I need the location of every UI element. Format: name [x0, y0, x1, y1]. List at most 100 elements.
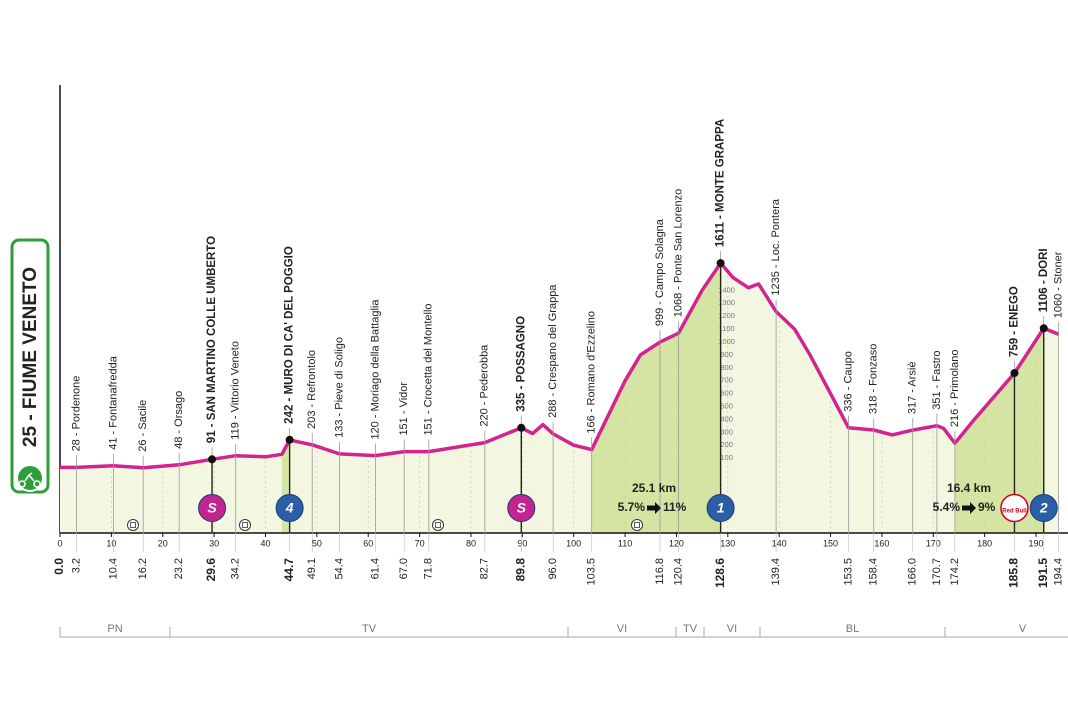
waypoint-label: 317 - Arsiè [907, 362, 919, 415]
service-icon [239, 519, 251, 531]
x-tick-label: 180 [977, 538, 992, 548]
marker-label: 2 [1039, 500, 1048, 516]
km-label: 44.7 [282, 558, 296, 582]
km-label: 49.1 [306, 558, 318, 579]
waypoint-label: 336 - Caupo [842, 351, 854, 412]
km-label: 3.2 [70, 558, 82, 573]
service-icon [127, 519, 139, 531]
region-label: VI [617, 623, 627, 635]
waypoint-label: 999 - Campo Solagna [654, 218, 666, 326]
x-tick-label: 170 [926, 538, 941, 548]
km-label: 174.2 [949, 558, 961, 586]
waypoint-label: 1235 - Loc. Pontera [770, 198, 782, 296]
waypoint-dot [716, 259, 725, 268]
x-tick-label: 0 [57, 538, 62, 548]
climb-area [954, 328, 1044, 533]
service-icon-inner [130, 522, 136, 528]
climb-gradient: 5.7% [618, 500, 646, 514]
start-icon [16, 464, 44, 492]
x-tick-label: 60 [363, 538, 373, 548]
climb-gradient: 5.4% [933, 500, 961, 514]
y-tick-label: 1300 [718, 298, 735, 307]
region-label: TV [362, 623, 377, 635]
region-label: V [1019, 623, 1027, 635]
waypoint-label: 216 - Primolano [949, 350, 961, 428]
waypoint-label: 26 - Sacile [137, 400, 149, 452]
km-label: 16.2 [137, 558, 149, 579]
km-label: 82.7 [479, 558, 491, 579]
y-tick-label: 100 [720, 453, 733, 462]
climb-arrow [647, 502, 661, 514]
waypoint-label: 151 - Vidor [398, 382, 410, 436]
km-label: 153.5 [842, 558, 854, 586]
km-label: 54.4 [333, 558, 345, 579]
km-label: 166.0 [907, 558, 919, 586]
km-label: 120.4 [672, 558, 684, 586]
km-label: 71.8 [423, 558, 435, 579]
marker-label: S [517, 500, 527, 516]
waypoint-dot [517, 423, 526, 432]
km-label: 170.7 [931, 558, 943, 586]
start-label: 25 - FIUME VENETO [20, 267, 41, 447]
climb-area [591, 263, 721, 533]
waypoint-label: 759 - ENEGO [1008, 286, 1020, 357]
marker [198, 494, 227, 522]
waypoint-label: 91 - SAN MARTINO COLLE UMBERTO [206, 236, 218, 443]
x-tick-label: 20 [158, 538, 168, 548]
profile-line [60, 261, 1060, 470]
x-tick-label: 10 [106, 538, 116, 548]
profile-area [60, 263, 1059, 533]
x-tick-label: 30 [209, 538, 219, 548]
x-tick-label: 150 [823, 538, 838, 548]
km-label: 67.0 [398, 558, 410, 579]
x-tick-label: 70 [415, 538, 425, 548]
x-tick-label: 40 [260, 538, 270, 548]
km-label: 158.4 [868, 558, 880, 586]
waypoint-label: 166 - Romano d'Ezzelino [586, 311, 598, 434]
km-label: 29.6 [204, 558, 218, 582]
waypoint-label: 41 - Fontanafredda [107, 355, 119, 449]
y-tick-label: 1000 [718, 337, 735, 346]
region-label: PN [107, 623, 122, 635]
waypoint-label: 28 - Pordenone [70, 376, 82, 452]
climb-distance: 25.1 km [632, 481, 676, 495]
service-icon-inner [435, 522, 441, 528]
service-icon [631, 519, 643, 531]
x-tick-label: 190 [1029, 538, 1044, 548]
waypoint-label: 1106 - DORI [1038, 248, 1050, 312]
x-tick-label: 90 [517, 538, 527, 548]
x-tick-label: 50 [312, 538, 322, 548]
km-label: 89.8 [513, 558, 527, 582]
service-icon-inner [634, 522, 640, 528]
marker [275, 494, 304, 522]
climb-max: 9% [978, 500, 996, 514]
region-label: TV [683, 623, 698, 635]
bike-icon [18, 472, 41, 488]
waypoint-label: 220 - Pederobba [479, 344, 491, 427]
climb-distance: 16.4 km [947, 481, 991, 495]
km-label: 194.4 [1053, 558, 1065, 586]
marker [706, 494, 735, 522]
y-tick-label: 500 [720, 401, 733, 410]
waypoint-dot [208, 455, 217, 464]
waypoint-label: 288 - Crespano del Grappa [547, 284, 559, 418]
waypoint-label: 335 - POSSAGNO [515, 316, 527, 412]
service-icon [432, 519, 444, 531]
x-tick-label: 130 [720, 538, 735, 548]
marker-label: Red Bull [1002, 509, 1027, 515]
waypoint-dot [1010, 369, 1019, 378]
waypoint-dot [1039, 324, 1048, 333]
region-label: VI [727, 623, 737, 635]
km-label: 191.5 [1036, 558, 1050, 588]
km-label: 116.8 [654, 558, 666, 585]
marker [1029, 494, 1058, 522]
waypoint-label: 242 - MURO DI CA' DEL POGGIO [284, 246, 296, 424]
y-tick-label: 900 [720, 350, 733, 359]
km-label: 0.0 [52, 558, 66, 575]
waypoint-label: 351 - Fastro [931, 350, 943, 409]
marker [1000, 493, 1029, 523]
waypoint-label: 151 - Crocetta del Montello [423, 303, 435, 435]
km-label: 34.2 [230, 558, 242, 579]
x-tick-label: 140 [772, 538, 787, 548]
